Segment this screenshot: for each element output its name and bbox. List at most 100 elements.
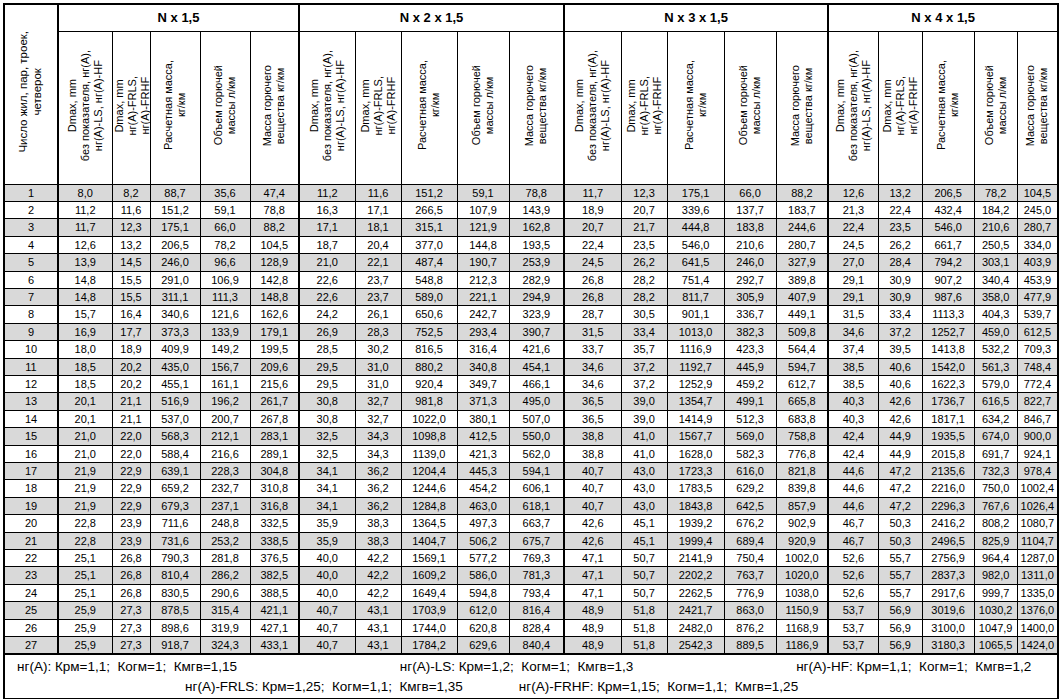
value-cell: 444,8 [667,219,724,236]
value-cell: 2482,0 [667,619,724,636]
value-cell: 43,0 [621,497,667,514]
value-cell: 25,1 [58,584,112,601]
value-cell: 683,8 [776,410,828,427]
value-cell: 388,5 [250,584,299,601]
value-cell: 200,7 [200,410,250,427]
value-cell: 978,4 [1017,463,1058,480]
value-cell: 228,3 [200,463,250,480]
value-cell: 33,4 [621,323,667,340]
value-cell: 30,5 [621,306,667,323]
value-cell: 546,0 [667,236,724,253]
value-cell: 821,8 [776,463,828,480]
value-cell: 18,5 [58,358,112,375]
value-cell: 40,7 [299,602,355,619]
value-cell: 748,4 [1017,358,1058,375]
value-cell: 319,9 [200,619,250,636]
value-cell: 423,3 [724,341,776,358]
value-cell: 36,2 [355,480,401,497]
value-cell: 454,1 [509,358,564,375]
value-cell: 47,1 [564,550,621,567]
value-cell: 38,3 [355,532,401,549]
value-cell: 751,4 [667,271,724,288]
row-number-cell: 11 [4,358,58,375]
value-cell: 1413,8 [922,341,974,358]
value-cell: 900,0 [1017,428,1058,445]
value-cell: 34,1 [299,497,355,514]
value-cell: 1020,0 [776,567,828,584]
value-cell: 790,3 [150,550,200,567]
value-cell: 244,6 [776,219,828,236]
value-cell: 303,1 [974,254,1017,271]
value-cell: 22,6 [299,271,355,288]
value-cell: 1376,0 [1017,602,1058,619]
value-cell: 776,9 [724,584,776,601]
value-cell: 18,0 [58,341,112,358]
value-cell: 811,7 [667,288,724,305]
value-cell: 2216,0 [922,480,974,497]
value-cell: 29,1 [828,288,878,305]
value-cell: 22,9 [112,497,150,514]
row-number-cell: 5 [4,254,58,271]
value-cell: 679,3 [150,497,200,514]
value-cell: 39,5 [878,341,922,358]
table-row: 2725,927,3918,7324,3433,140,743,11784,26… [4,637,1058,655]
table-row: 2225,126,8790,3281,8376,540,042,21569,15… [4,550,1058,567]
value-cell: 810,4 [150,567,200,584]
value-cell: 26,8 [112,584,150,601]
value-cell: 663,7 [509,515,564,532]
table-row: 311,712,3175,166,088,217,118,1315,1121,9… [4,219,1058,236]
value-cell: 20,2 [112,375,150,392]
value-cell: 582,3 [724,445,776,462]
table-row: 1721,922,9639,1228,3304,834,136,21204,44… [4,463,1058,480]
table-row: 916,917,7373,3133,9179,126,928,3752,5293… [4,323,1058,340]
value-cell: 763,7 [724,567,776,584]
value-cell: 148,8 [250,288,299,305]
value-cell: 50,3 [878,515,922,532]
value-cell: 776,8 [776,445,828,462]
value-cell: 512,3 [724,410,776,427]
value-cell: 898,6 [150,619,200,636]
value-cell: 1935,5 [922,428,974,445]
value-cell: 641,5 [667,254,724,271]
row-number-cell: 16 [4,445,58,462]
value-cell: 546,0 [922,219,974,236]
value-cell: 53,7 [828,602,878,619]
value-cell: 26,9 [299,323,355,340]
row-number-cell: 13 [4,393,58,410]
value-cell: 459,2 [724,375,776,392]
value-cell: 26,8 [564,288,621,305]
value-cell: 24,5 [828,236,878,253]
row-number-cell: 7 [4,288,58,305]
row-number-cell: 15 [4,428,58,445]
value-cell: 21,7 [621,219,667,236]
cable-spec-page: Число жил, пар, троек, четверок N x 1,5 … [0,0,1060,699]
value-cell: 463,0 [457,497,509,514]
value-cell: 316,4 [457,341,509,358]
value-cell: 43,1 [355,602,401,619]
value-cell: 537,0 [150,410,200,427]
value-cell: 27,3 [112,619,150,636]
value-cell: 380,1 [457,410,509,427]
value-cell: 33,7 [564,341,621,358]
value-cell: 111,3 [200,288,250,305]
value-cell: 1030,2 [974,602,1017,619]
value-cell: 1736,7 [922,393,974,410]
value-cell: 281,8 [200,550,250,567]
value-cell: 51,8 [621,637,667,655]
value-cell: 22,4 [828,219,878,236]
value-cell: 445,3 [457,463,509,480]
value-cell: 42,2 [355,550,401,567]
value-cell: 22,8 [58,515,112,532]
value-cell: 210,6 [974,219,1017,236]
value-cell: 1168,9 [776,619,828,636]
value-cell: 1252,9 [667,375,724,392]
value-cell: 1116,9 [667,341,724,358]
value-cell: 569,0 [724,428,776,445]
value-cell: 2015,8 [922,445,974,462]
value-cell: 23,9 [112,515,150,532]
value-cell: 620,8 [457,619,509,636]
value-cell: 175,1 [667,184,724,201]
value-cell: 142,8 [250,271,299,288]
value-cell: 47,1 [564,567,621,584]
row-number-cell: 24 [4,584,58,601]
